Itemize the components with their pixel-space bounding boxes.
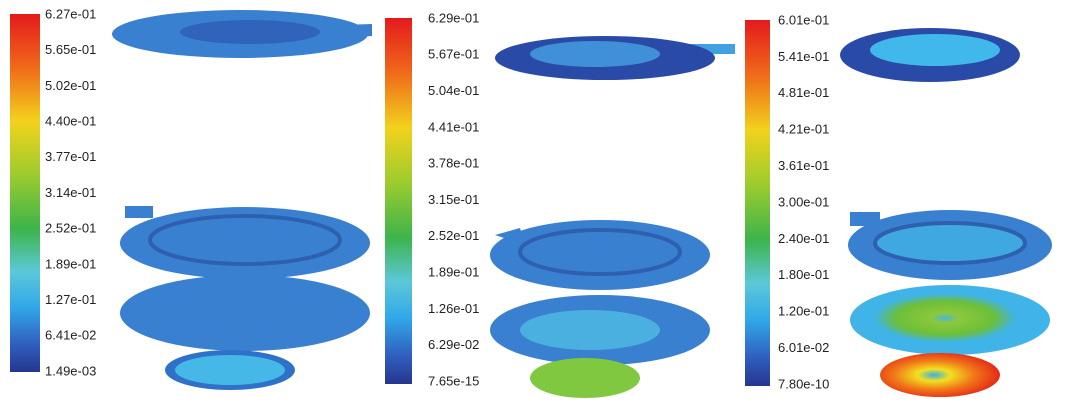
ring [875,223,1025,263]
colorbar-label: 3.61e-01 [778,158,829,173]
disc [530,41,660,67]
panel-3-geometry [840,28,1052,397]
colorbar-label: 3.78e-01 [428,156,479,171]
colorbar-label: 1.27e-01 [45,292,96,307]
colorbar-label: 5.02e-01 [45,78,96,93]
disc [870,34,1000,66]
disc [180,20,320,44]
colorbar-label: 5.65e-01 [45,42,96,57]
colorbar-label: 1.89e-01 [45,256,96,271]
colorbar-label: 6.01e-02 [778,340,829,355]
colorbar [745,20,770,386]
figure: 6.27e-01 5.65e-01 5.02e-01 4.40e-01 3.77e-01… [0,0,1083,405]
colorbar-label: 3.15e-01 [428,192,479,207]
colorbar-label: 2.40e-01 [778,231,829,246]
colorbar-label: 4.40e-01 [45,114,96,129]
colorbar-label: 4.41e-01 [428,119,479,134]
colorbar-label: 1.26e-01 [428,301,479,316]
disc [880,353,1000,397]
colorbar-label: 5.04e-01 [428,83,479,98]
colorbar [385,18,412,384]
disc [520,310,660,350]
colorbar-label: 7.65e-15 [428,373,479,388]
colorbar-label: 6.29e-02 [428,337,479,352]
disc [530,358,640,398]
colorbar [10,14,40,372]
colorbar-label: 1.20e-01 [778,304,829,319]
colorbar-label: 7.80e-10 [778,376,829,391]
inlet-tab [125,206,153,218]
colorbar-label: 6.27e-01 [45,6,96,21]
colorbar-label: 4.81e-01 [778,85,829,100]
disc [175,355,285,385]
colorbar-label: 5.41e-01 [778,49,829,64]
colorbar-label: 2.52e-01 [428,228,479,243]
colorbar-label: 1.89e-01 [428,265,479,280]
panel-2-geometry [490,36,735,398]
colorbar-label: 6.01e-01 [778,12,829,27]
colorbar-label: 3.14e-01 [45,185,96,200]
colorbar-label: 3.77e-01 [45,149,96,164]
disc [120,275,370,351]
colorbar-label: 1.49e-03 [45,363,96,378]
colorbar-label: 3.00e-01 [778,194,829,209]
panel-1-geometry [112,10,372,390]
colorbar-label: 5.67e-01 [428,47,479,62]
colorbar-label: 6.41e-02 [45,328,96,343]
colorbar-label: 1.80e-01 [778,267,829,282]
colorbar-label: 2.52e-01 [45,221,96,236]
disc [875,294,1015,342]
colorbar-label: 6.29e-01 [428,10,479,25]
colorbar-label: 4.21e-01 [778,122,829,137]
